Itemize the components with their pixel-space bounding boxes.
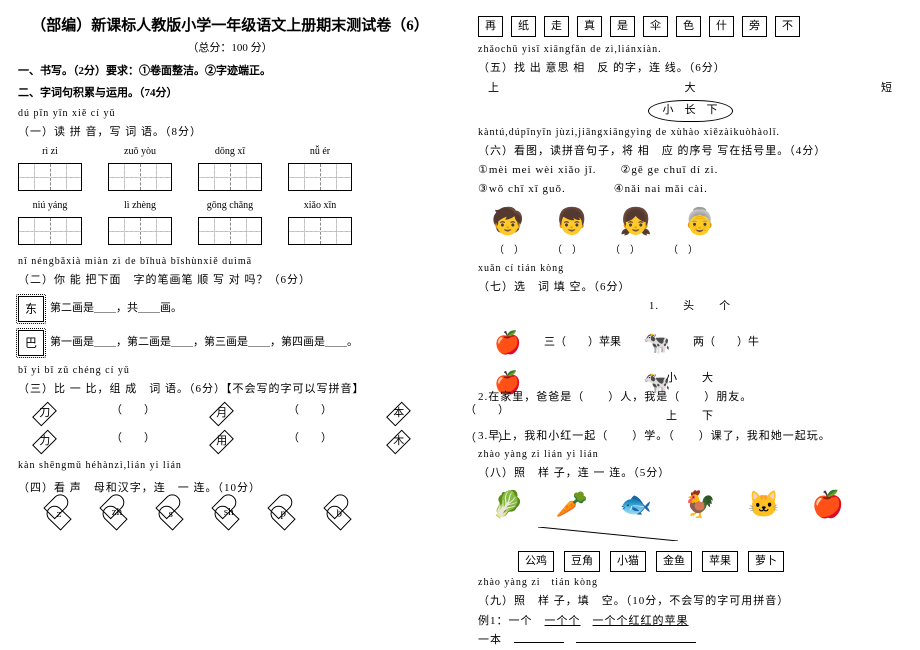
q6-images: 🧒 👦 👧 👵 — [478, 202, 902, 242]
q1-row1-labels: rì zi zuǒ yòu dōng xī nǚ ér — [18, 145, 442, 159]
apple-icon: 🍎🍎 — [486, 323, 530, 363]
word-box: 豆角 — [564, 551, 600, 572]
char-box: 走 — [544, 16, 569, 37]
picture-icon: 👵 — [678, 202, 722, 242]
q9: （九）照 样 子，填 空。（10分，不会写的字可用拼音） — [478, 594, 902, 609]
q5-oval: 小 长 下 — [478, 100, 902, 121]
char-grid — [198, 217, 262, 245]
q2-line-a: 东 第二画是＿＿，共＿＿画。 — [18, 296, 442, 322]
q8-word-boxes: 公鸡 豆角 小猫 金鱼 苹果 萝卜 — [518, 551, 902, 572]
heart-shape: s — [155, 495, 190, 530]
char-grid — [108, 163, 172, 191]
char-grid — [288, 217, 352, 245]
section-1-heading: 一、书写。（2分）要求：①卷面整洁。②字迹端正。 — [18, 64, 442, 79]
picture-icon: 🐓 — [678, 485, 722, 525]
q3-pinyin: bǐ yi bǐ zǔ chéng cí yǔ — [18, 364, 442, 378]
word-box: 公鸡 — [518, 551, 554, 572]
char-box: 不 — [775, 16, 800, 37]
picture-icon: 🧒 — [486, 202, 530, 242]
q7-words-3: 上 下 — [478, 409, 902, 424]
char-box: 色 — [676, 16, 701, 37]
char-box: 真 — [577, 16, 602, 37]
q3-hexrow-1: 刀（ ） 月（ ） 本（ ） — [38, 403, 442, 425]
q2-line-b: 巴 第一画是＿＿，第二画是＿＿，第三画是＿＿，第四画是＿＿。 — [18, 330, 442, 356]
char-grid — [108, 217, 172, 245]
q6-options-b: ③wǒ chī xī guǒ. ④nǎi nai mǎi cài. — [478, 182, 902, 197]
q3b-pinyin: kàn shēngmǔ héhànzì,lián yi lián — [18, 459, 442, 473]
q1: （一）读 拼 音，写 词 语。（8分） — [18, 125, 442, 140]
hex-char: 木 — [386, 430, 411, 455]
q2-pinyin: nǐ néngbǎxià miàn zì de bǐhuà bǐshùnxiě … — [18, 255, 442, 269]
connector-line — [478, 527, 878, 541]
q1-row2-labels: niú yáng lì zhèng gōng chǎng xiǎo xīn — [18, 199, 442, 213]
char-sun-2: 巴 — [18, 330, 44, 356]
word-box: 苹果 — [702, 551, 738, 572]
q7-pinyin: xuǎn cí tián kòng — [478, 262, 902, 276]
q8-images: 🥬 🥕 🐟 🐓 🐱 🍎 — [478, 485, 902, 525]
hex-char: 用 — [209, 430, 234, 455]
char-box: 纸 — [511, 16, 536, 37]
char-box: 什 — [709, 16, 734, 37]
word-box: 金鱼 — [656, 551, 692, 572]
char-sun-1: 东 — [18, 296, 44, 322]
hex-char: 刀 — [32, 402, 57, 427]
q7-line-2: 2.在家里，爸爸是（ ）人，我是（ ）朋友。 — [478, 390, 902, 405]
q4-hearts: z zh s sh p b — [48, 501, 442, 525]
q9-example: 例1：一个 一个个 一个个红红的苹果 — [478, 614, 902, 629]
char-box: 再 — [478, 16, 503, 37]
q6-pinyin: kàntú,dúpīnyīn jùzi,jiāngxiāngyìng de xù… — [478, 126, 902, 140]
q7: （七）选 词 填 空。（6分） — [478, 280, 902, 295]
q9-blank: 一本 — [478, 633, 902, 648]
heart-shape: zh — [99, 495, 134, 530]
q7-words-2: 小 大 — [478, 371, 902, 386]
picture-icon: 🥬 — [486, 485, 530, 525]
char-box: 是 — [610, 16, 635, 37]
heart-shape: b — [323, 495, 358, 530]
heart-shape: z — [43, 495, 78, 530]
q8-pinyin: zhào yàng zi lián yi lián — [478, 448, 902, 462]
word-box: 萝卜 — [748, 551, 784, 572]
top-char-boxes: 再 纸 走 真 是 伞 色 什 旁 不 — [478, 16, 902, 37]
picture-icon: 🥕 — [550, 485, 594, 525]
q7-words-1: 1. 头 个 — [478, 299, 902, 314]
char-box: 旁 — [742, 16, 767, 37]
q6-blanks: （ ）（ ）（ ）（ ） — [494, 244, 902, 258]
q1-row1-grids — [18, 163, 442, 191]
q3-hexrow-2: 力（ ） 用（ ） 木（ ） — [38, 431, 442, 453]
q5: （五）找 出 意思 相 反 的字，连 线。（6分） — [478, 61, 902, 76]
picture-icon: 🐱 — [742, 485, 786, 525]
hex-char: 月 — [209, 402, 234, 427]
char-grid — [18, 217, 82, 245]
picture-icon: 👧 — [614, 202, 658, 242]
q5-pinyin: zhǎochū yìsī xiāngfǎn de zì,liánxiàn. — [478, 43, 902, 57]
q6: （六）看图，读拼音句子，将 相 应 的序号 写在括号里。（4分） — [478, 144, 902, 159]
q1-row2-grids — [18, 217, 442, 245]
picture-icon: 🍎 — [806, 485, 850, 525]
q2: （二）你 能 把下面 字的笔画笔 顺 写 对 吗？（6分） — [18, 273, 442, 288]
char-grid — [18, 163, 82, 191]
doc-subtitle: （总分：100 分） — [18, 41, 442, 56]
q7-line-3: 3.早上，我和小红一起（ ）学。（ ）课了，我和她一起玩。 — [478, 429, 902, 444]
char-box: 伞 — [643, 16, 668, 37]
doc-title: （部编）新课标人教版小学一年级语文上册期末测试卷（6） — [18, 16, 442, 37]
q9-pinyin: zhào yàng zi tián kòng — [478, 576, 902, 590]
q7-line-1: 🍎🍎 三（ ）苹果 🐄🐄 两（ ）牛 — [478, 323, 902, 363]
q5-top-words: 上 大 短 — [488, 81, 892, 96]
heart-shape: sh — [211, 495, 246, 530]
picture-icon: 🐟 — [614, 485, 658, 525]
q3: （三）比 一 比，组 成 词 语。（6分）【不会写的字可以写拼音】 — [18, 382, 442, 397]
heart-shape: p — [267, 495, 302, 530]
word-box: 小猫 — [610, 551, 646, 572]
q6-options-a: ①mèi mei wèi xiǎo jī. ②gē ge chuī dí zi. — [478, 163, 902, 178]
hex-char: 力 — [32, 430, 57, 455]
picture-icon: 👦 — [550, 202, 594, 242]
char-grid — [288, 163, 352, 191]
q8: （八）照 样 子，连 一 连。（5分） — [478, 466, 902, 481]
q1-pinyin: dú pīn yīn xiě cí yǔ — [18, 107, 442, 121]
section-2-heading: 二、字词句积累与运用。（74分） — [18, 86, 442, 101]
hex-char: 本 — [386, 402, 411, 427]
char-grid — [198, 163, 262, 191]
cow-icon: 🐄🐄 — [635, 323, 679, 363]
